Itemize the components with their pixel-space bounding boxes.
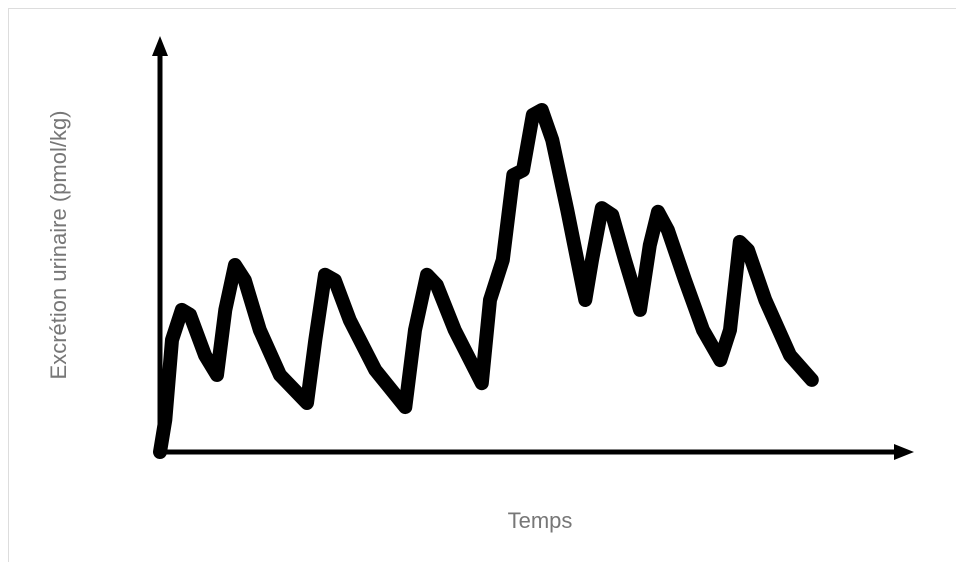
y-axis-arrow: [152, 36, 168, 56]
x-axis-arrow: [894, 444, 914, 460]
data-line: [153, 103, 819, 459]
x-axis-label: Temps: [508, 508, 573, 533]
frame: [8, 8, 956, 562]
y-axis-label: Excrétion urinaire (pmol/kg): [46, 111, 71, 380]
